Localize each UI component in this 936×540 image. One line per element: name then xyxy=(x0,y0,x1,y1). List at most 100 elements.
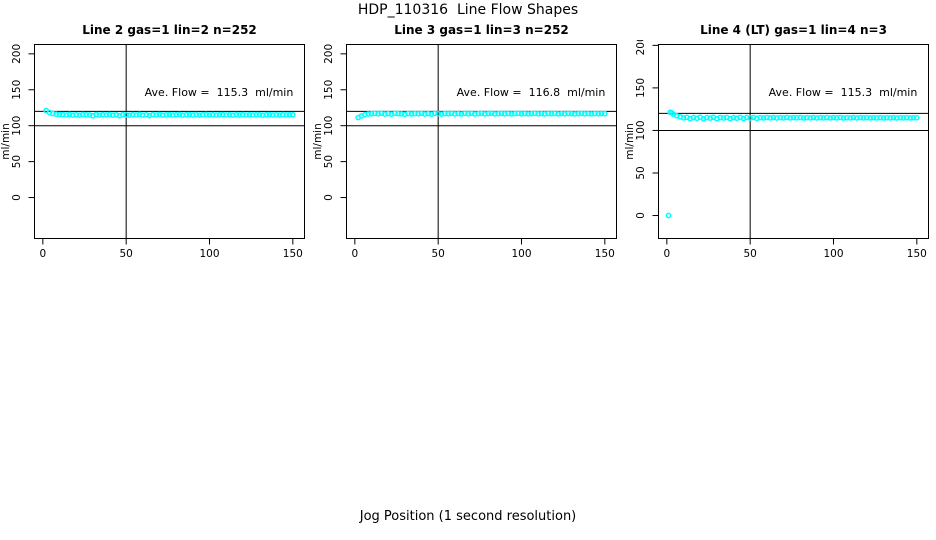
data-point xyxy=(249,112,256,118)
data-point xyxy=(793,114,800,121)
data-point xyxy=(890,114,897,121)
x-tick-label: 0 xyxy=(39,248,46,260)
plot-box xyxy=(658,44,929,239)
data-point xyxy=(481,110,488,117)
data-point xyxy=(498,110,505,117)
data-point xyxy=(411,110,418,117)
data-point xyxy=(545,110,552,117)
data-point xyxy=(203,111,210,118)
data-point xyxy=(787,115,794,121)
data-point xyxy=(525,110,532,117)
data-point xyxy=(246,111,253,118)
data-point xyxy=(109,112,116,118)
y-tick-label: 0 xyxy=(323,194,335,201)
data-point xyxy=(253,111,260,118)
data-point xyxy=(823,114,830,121)
x-tick-label: 150 xyxy=(907,248,927,260)
data-point xyxy=(461,110,468,117)
data-point xyxy=(159,112,166,118)
data-point xyxy=(106,111,113,118)
data-point xyxy=(883,114,890,121)
data-point xyxy=(421,111,428,117)
y-tick-label: 200 xyxy=(635,40,647,55)
data-point xyxy=(585,110,592,117)
panel-line-2-title: Line 2 gas=1 lin=2 n=252 xyxy=(82,23,257,37)
data-point xyxy=(405,110,412,117)
data-point xyxy=(471,111,478,117)
data-point xyxy=(840,115,847,121)
x-tick-label: 150 xyxy=(283,248,303,260)
data-point xyxy=(375,110,382,117)
data-point xyxy=(73,111,80,118)
data-point xyxy=(903,114,910,121)
ave-flow-annotation: Ave. Flow = 115.3 ml/min xyxy=(145,86,294,99)
data-point xyxy=(441,110,448,117)
data-point xyxy=(495,110,502,117)
data-point xyxy=(189,112,196,118)
data-point xyxy=(757,114,764,121)
data-point xyxy=(415,110,422,117)
x-tick-label: 100 xyxy=(199,248,219,260)
data-point xyxy=(790,114,797,121)
panel-line-4: Line 4 (LT) gas=1 lin=4 n=3 0 50 100 150 200… xyxy=(624,8,936,274)
data-point xyxy=(381,111,388,117)
data-point xyxy=(283,111,290,118)
x-tick-label: 0 xyxy=(351,248,358,260)
data-point xyxy=(478,110,485,117)
data-point xyxy=(591,110,598,117)
data-point xyxy=(508,111,515,117)
data-point xyxy=(820,114,827,121)
data-point xyxy=(717,114,724,121)
y-tick-label: 150 xyxy=(323,80,335,100)
data-point xyxy=(767,114,774,121)
data-point xyxy=(720,115,727,121)
data-point xyxy=(186,111,193,118)
data-point xyxy=(199,111,206,118)
ave-flow-annotation: Ave. Flow = 116.8 ml/min xyxy=(457,86,606,99)
data-point xyxy=(176,111,183,118)
data-point xyxy=(601,110,608,117)
y-tick-label: 50 xyxy=(635,166,647,179)
data-point xyxy=(286,111,293,118)
data-point xyxy=(435,110,442,117)
data-point xyxy=(837,114,844,121)
data-point xyxy=(219,111,226,118)
y-tick-label: 0 xyxy=(635,212,647,219)
x-tick-label: 150 xyxy=(595,248,615,260)
data-point xyxy=(511,110,518,117)
data-point xyxy=(813,115,820,121)
data-point xyxy=(907,115,914,121)
data-point xyxy=(139,112,146,118)
data-point xyxy=(730,114,737,121)
data-point xyxy=(408,111,415,117)
data-point xyxy=(391,110,398,117)
y-tick-label: 200 xyxy=(323,44,335,64)
data-point xyxy=(276,112,283,118)
data-point xyxy=(780,114,787,121)
data-point xyxy=(49,110,56,117)
panel-line-4-title: Line 4 (LT) gas=1 lin=4 n=3 xyxy=(700,23,887,37)
data-point xyxy=(368,110,375,117)
x-tick-label: 100 xyxy=(823,248,843,260)
data-point xyxy=(53,111,60,117)
data-point xyxy=(256,111,263,118)
data-point xyxy=(365,111,372,117)
data-point xyxy=(853,115,860,121)
data-point xyxy=(783,114,790,121)
data-point xyxy=(209,111,216,118)
x-tick-label: 50 xyxy=(119,248,132,260)
data-point xyxy=(361,111,368,118)
data-point xyxy=(385,110,392,117)
data-point xyxy=(233,111,240,118)
data-point xyxy=(807,114,814,121)
data-point xyxy=(833,114,840,121)
data-point xyxy=(266,111,273,118)
plot-box xyxy=(34,44,305,239)
data-point xyxy=(830,114,837,121)
data-point xyxy=(588,110,595,117)
data-point xyxy=(173,111,180,118)
data-point xyxy=(229,112,236,118)
data-point xyxy=(863,114,870,121)
x-tick-label: 100 xyxy=(511,248,531,260)
